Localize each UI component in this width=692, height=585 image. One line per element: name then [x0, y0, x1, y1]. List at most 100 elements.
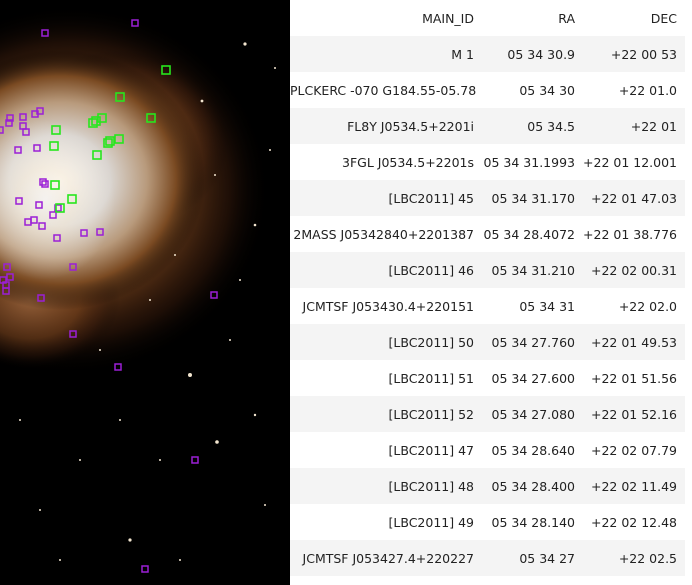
simbad-marker[interactable]: [96, 228, 104, 236]
table-row[interactable]: [LBC2011] 52 05 34 27.080 +22 01 52.16: [290, 396, 685, 432]
cell-dec: +22 02 11.49: [583, 468, 685, 504]
cell-main-id: [LBC2011] 45: [290, 180, 482, 216]
cell-ra: 05 34 30: [482, 72, 583, 108]
selected-marker[interactable]: [146, 113, 156, 123]
cell-ra: 05 34 27.760: [482, 324, 583, 360]
table-row[interactable]: 3FGL J0534.5+2201s 05 34 31.1993 +22 01 12…: [290, 144, 685, 180]
simbad-marker[interactable]: [33, 144, 41, 152]
star: [119, 419, 121, 421]
cell-ra: 05 34.5: [482, 108, 583, 144]
cell-main-id: PLCKERC -070 G184.55-05.78: [290, 72, 482, 108]
simbad-marker[interactable]: [38, 222, 46, 230]
simbad-marker[interactable]: [6, 114, 14, 122]
simbad-marker[interactable]: [114, 363, 122, 371]
simbad-marker[interactable]: [15, 197, 23, 205]
table-row[interactable]: 2MASS J05342840+2201387 05 34 28.4072 +22 …: [290, 216, 685, 252]
simbad-marker[interactable]: [19, 113, 27, 121]
simbad-marker[interactable]: [210, 291, 218, 299]
selected-marker[interactable]: [105, 136, 115, 146]
simbad-marker[interactable]: [191, 456, 199, 464]
cell-dec: +22 01 51.56: [583, 360, 685, 396]
cell-ra: 05 34 31: [482, 288, 583, 324]
star: [159, 459, 161, 461]
simbad-marker[interactable]: [41, 180, 49, 188]
simbad-marker[interactable]: [5, 119, 13, 127]
table-row[interactable]: [LBC2011] 48 05 34 28.400 +22 02 11.49: [290, 468, 685, 504]
simbad-marker[interactable]: [41, 29, 49, 37]
table-row[interactable]: [LBC2011] 46 05 34 31.210 +22 02 00.31: [290, 252, 685, 288]
cell-dec: +22 02 12.48: [583, 504, 685, 540]
cell-dec: +22 02 00.31: [583, 252, 685, 288]
table-row[interactable]: [LBC2011] 45 05 34 31.170 +22 01 47.03: [290, 180, 685, 216]
star: [229, 339, 231, 341]
simbad-marker[interactable]: [80, 229, 88, 237]
selected-marker[interactable]: [55, 203, 65, 213]
table-row[interactable]: PLCKERC -070 G184.55-05.78 05 34 30 +22 01…: [290, 72, 685, 108]
simbad-marker[interactable]: [6, 273, 14, 281]
selected-marker[interactable]: [88, 118, 98, 128]
table-row[interactable]: M 1 05 34 30.9 +22 00 53: [290, 36, 685, 72]
table-row[interactable]: JCMTSF J053430.4+220151 05 34 31 +22 02.0: [290, 288, 685, 324]
star: [59, 559, 61, 561]
table-row[interactable]: FL8Y J0534.5+2201i 05 34.5 +22 01: [290, 108, 685, 144]
cell-dec: +22 02.0: [583, 288, 685, 324]
cell-dec: +22 01.0: [583, 72, 685, 108]
simbad-marker[interactable]: [54, 204, 62, 212]
simbad-marker[interactable]: [141, 565, 149, 573]
cell-dec: +22 01 52.16: [583, 396, 685, 432]
simbad-marker[interactable]: [31, 110, 39, 118]
table-row[interactable]: JCMTSF J053427.4+220227 05 34 27 +22 02.5: [290, 540, 685, 576]
simbad-marker[interactable]: [3, 263, 11, 271]
selected-marker[interactable]: [115, 92, 125, 102]
table-row[interactable]: [LBC2011] 49 05 34 28.140 +22 02 12.48: [290, 504, 685, 540]
cell-main-id: JCMTSF J053430.4+220151: [290, 288, 482, 324]
cell-dec: +22 02.5: [583, 540, 685, 576]
cell-main-id: [LBC2011] 52: [290, 396, 482, 432]
selected-marker[interactable]: [50, 180, 60, 190]
table-row[interactable]: [LBC2011] 51 05 34 27.600 +22 01 51.56: [290, 360, 685, 396]
selected-marker[interactable]: [49, 141, 59, 151]
simbad-marker[interactable]: [22, 128, 30, 136]
star: [253, 223, 257, 227]
nebula-body: [0, 5, 270, 375]
cell-dec: +22 00 53: [583, 36, 685, 72]
simbad-marker[interactable]: [69, 263, 77, 271]
selected-marker[interactable]: [67, 194, 77, 204]
simbad-marker[interactable]: [53, 234, 61, 242]
simbad-marker[interactable]: [49, 211, 57, 219]
cell-ra: 05 34 30.9: [482, 36, 583, 72]
crab-nebula-image: [0, 0, 290, 585]
selected-marker[interactable]: [103, 138, 113, 148]
selected-marker[interactable]: [114, 134, 124, 144]
simbad-marker[interactable]: [35, 201, 43, 209]
simbad-marker[interactable]: [0, 126, 4, 134]
star: [253, 413, 257, 417]
cell-ra: 05 34 27: [482, 540, 583, 576]
selected-marker[interactable]: [91, 116, 101, 126]
column-header-dec[interactable]: DEC: [583, 0, 685, 36]
selected-marker[interactable]: [92, 150, 102, 160]
star: [19, 419, 21, 421]
column-header-ra[interactable]: RA: [482, 0, 583, 36]
selected-marker[interactable]: [97, 113, 107, 123]
selected-marker[interactable]: [51, 125, 61, 135]
cell-ra: 05 34 31.170: [482, 180, 583, 216]
table-row[interactable]: [LBC2011] 47 05 34 28.640 +22 02 07.79: [290, 432, 685, 468]
simbad-marker[interactable]: [37, 294, 45, 302]
cell-ra: 05 34 28.140: [482, 504, 583, 540]
simbad-marker[interactable]: [39, 178, 47, 186]
cell-ra: 05 34 31.210: [482, 252, 583, 288]
cell-dec: +22 01 12.001: [583, 144, 685, 180]
table-row[interactable]: [LBC2011] 50 05 34 27.760 +22 01 49.53: [290, 324, 685, 360]
simbad-marker[interactable]: [2, 287, 10, 295]
selected-marker[interactable]: [161, 65, 171, 75]
star: [149, 299, 151, 301]
simbad-marker[interactable]: [14, 146, 22, 154]
cell-ra: 05 34 28.400: [482, 468, 583, 504]
simbad-marker[interactable]: [69, 330, 77, 338]
star: [214, 174, 216, 176]
simbad-marker[interactable]: [30, 216, 38, 224]
simbad-marker[interactable]: [131, 19, 139, 27]
column-header-main-id[interactable]: MAIN_ID: [290, 0, 482, 36]
sky-image-panel[interactable]: [0, 0, 290, 585]
